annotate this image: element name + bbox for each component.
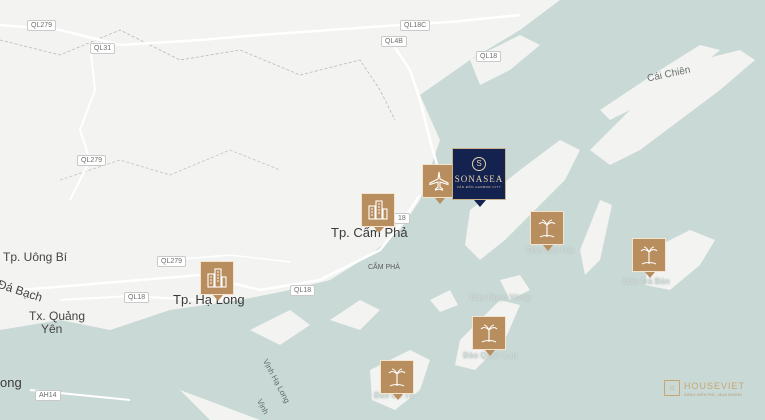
road-shield-ql4b: QL4B (381, 36, 407, 47)
sonasea-tagline: VÂN ĐỒN HARBOR CITY (456, 185, 502, 189)
place-label-ha-long-city: Tp. Hạ Long (173, 292, 245, 307)
palm-tree-icon (480, 324, 498, 343)
buildings-icon (368, 200, 388, 220)
watermark-name: HOUSEVIET (684, 381, 746, 391)
palm-tree-icon (388, 368, 406, 387)
place-label-cam-pha: CẨM PHẢ (368, 264, 400, 271)
place-label-cam-pha-city: Tp. Cẩm Phả (331, 225, 408, 240)
city-marker-ha-long[interactable] (200, 261, 234, 301)
palm-tree-icon (640, 246, 658, 265)
place-label-partial: ong (0, 375, 22, 390)
place-label-quang-yen-1: Tx. Quảng (29, 309, 86, 323)
island-label: Đảo Ngọc Vừng (470, 293, 531, 302)
palm-tree-icon (538, 219, 556, 238)
island-marker-quan-lan[interactable] (472, 316, 506, 356)
road-shield-ql279: QL279 (157, 256, 187, 267)
road-shield-ql18c: QL18C (400, 20, 431, 31)
island-label: Đảo Trà Bản (623, 277, 670, 286)
city-marker-cam-pha[interactable] (361, 193, 395, 233)
sonasea-name: SONASEA (454, 174, 504, 184)
island-marker-van-hai[interactable] (530, 211, 564, 251)
road-shield-ql18: QL18 (476, 51, 502, 62)
place-label-uong-bi: Tp. Uông Bí (3, 250, 68, 264)
airport-icon (429, 171, 449, 191)
island-marker-tra-ban[interactable] (632, 238, 666, 278)
road-shield-18: 18 (394, 213, 410, 224)
road-shield-ql279: QL279 (77, 155, 107, 166)
place-label-quang-yen-2: Yên (41, 322, 63, 336)
sonasea-logo-icon: S (472, 157, 486, 171)
sonasea-project-marker[interactable]: S SONASEA VÂN ĐỒN HARBOR CITY (452, 148, 506, 207)
road-shield-ah14: AH14 (35, 390, 61, 401)
road-shield-ql279: QL279 (27, 20, 57, 31)
island-marker-co-to[interactable] (380, 360, 414, 400)
road-shield-ql18: QL18 (124, 292, 150, 303)
buildings-icon (207, 268, 227, 288)
airport-marker[interactable] (422, 164, 456, 204)
road-shield-ql31: QL31 (90, 43, 116, 54)
house-logo-icon: ⌂ (664, 380, 680, 396)
road-shield-ql18: QL18 (290, 285, 316, 296)
watermark-tagline: ĐĂNG MIỄN PHÍ - MUA NHANH (684, 392, 743, 397)
